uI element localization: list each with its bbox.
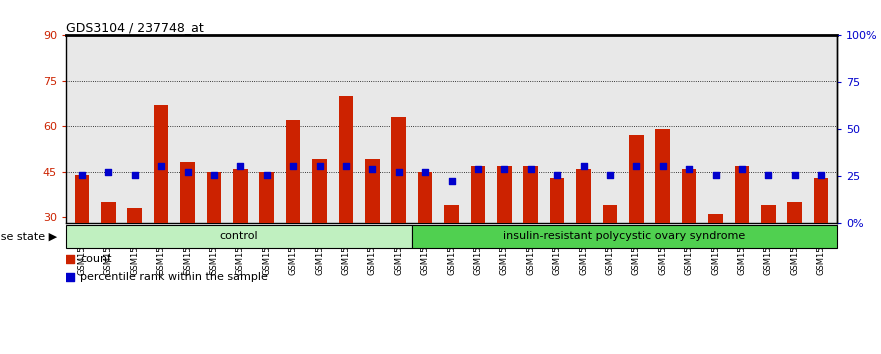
Bar — [550, 178, 565, 223]
Point — [655, 163, 670, 169]
Bar — [391, 117, 406, 223]
Bar — [708, 214, 722, 223]
Bar — [735, 166, 749, 223]
Point — [788, 172, 802, 177]
Bar — [523, 166, 538, 223]
Bar — [411, 225, 837, 248]
Bar — [444, 205, 459, 223]
Bar — [418, 172, 433, 223]
Bar — [181, 162, 195, 223]
Bar — [682, 169, 696, 223]
Point — [708, 172, 722, 177]
Bar — [576, 169, 591, 223]
Bar — [655, 129, 670, 223]
Text: insulin-resistant polycystic ovary syndrome: insulin-resistant polycystic ovary syndr… — [503, 231, 745, 241]
Bar — [285, 120, 300, 223]
Point — [497, 166, 511, 171]
Point — [629, 163, 643, 169]
Bar — [312, 159, 327, 223]
Bar — [788, 202, 802, 223]
Point — [207, 172, 221, 177]
Text: count: count — [80, 254, 112, 264]
Bar — [470, 166, 485, 223]
Point — [550, 172, 564, 177]
Bar — [207, 172, 221, 223]
Point — [418, 169, 433, 175]
Point — [101, 169, 115, 175]
Bar — [154, 105, 168, 223]
Point — [313, 163, 327, 169]
Bar — [128, 208, 142, 223]
Point — [181, 169, 195, 175]
Point — [735, 166, 749, 171]
Point — [470, 166, 485, 171]
Bar — [233, 169, 248, 223]
Bar — [629, 135, 644, 223]
Bar — [75, 175, 89, 223]
Point — [267, 47, 281, 53]
Point — [392, 169, 406, 175]
Text: GDS3104 / 237748_at: GDS3104 / 237748_at — [66, 21, 204, 34]
Point — [267, 206, 281, 212]
Point — [603, 172, 617, 177]
Bar — [497, 166, 512, 223]
Point — [814, 172, 828, 177]
Point — [339, 163, 353, 169]
Point — [154, 163, 168, 169]
Point — [523, 166, 537, 171]
Bar — [101, 202, 115, 223]
Bar — [365, 159, 380, 223]
Text: disease state ▶: disease state ▶ — [0, 231, 57, 241]
Point — [444, 178, 458, 183]
Point — [75, 172, 89, 177]
Bar — [814, 178, 828, 223]
Bar — [66, 225, 411, 248]
Text: control: control — [219, 231, 258, 241]
Text: percentile rank within the sample: percentile rank within the sample — [80, 272, 268, 282]
Bar — [603, 205, 618, 223]
Point — [761, 172, 775, 177]
Point — [682, 166, 696, 171]
Point — [366, 166, 380, 171]
Point — [260, 172, 274, 177]
Point — [233, 163, 248, 169]
Point — [286, 163, 300, 169]
Bar — [761, 205, 775, 223]
Point — [128, 172, 142, 177]
Bar — [259, 172, 274, 223]
Bar — [338, 96, 353, 223]
Point — [576, 163, 590, 169]
